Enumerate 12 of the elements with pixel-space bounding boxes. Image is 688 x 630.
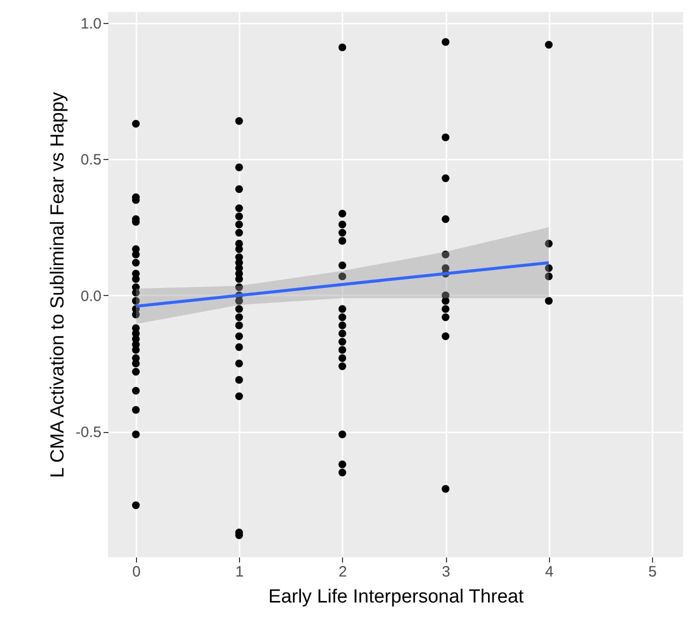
x-tick-label: 4	[545, 564, 554, 580]
y-axis-title: L CMA Activation to Subliminal Fear vs Happy	[48, 92, 69, 478]
y-tick-label: 0.5	[80, 152, 102, 169]
x-axis-title: Early Life Interpersonal Threat	[268, 586, 524, 608]
y-tick-label: -0.5	[76, 424, 102, 442]
x-tick-label: 0	[132, 564, 141, 580]
x-tick-label: 1	[235, 564, 244, 580]
x-tick-label: 2	[338, 564, 348, 580]
y-tick-label: 0.0	[80, 288, 102, 305]
x-tick-label: 3	[442, 564, 450, 580]
x-tick-label: 5	[648, 564, 657, 580]
y-tick-label: 1.0	[80, 15, 102, 32]
